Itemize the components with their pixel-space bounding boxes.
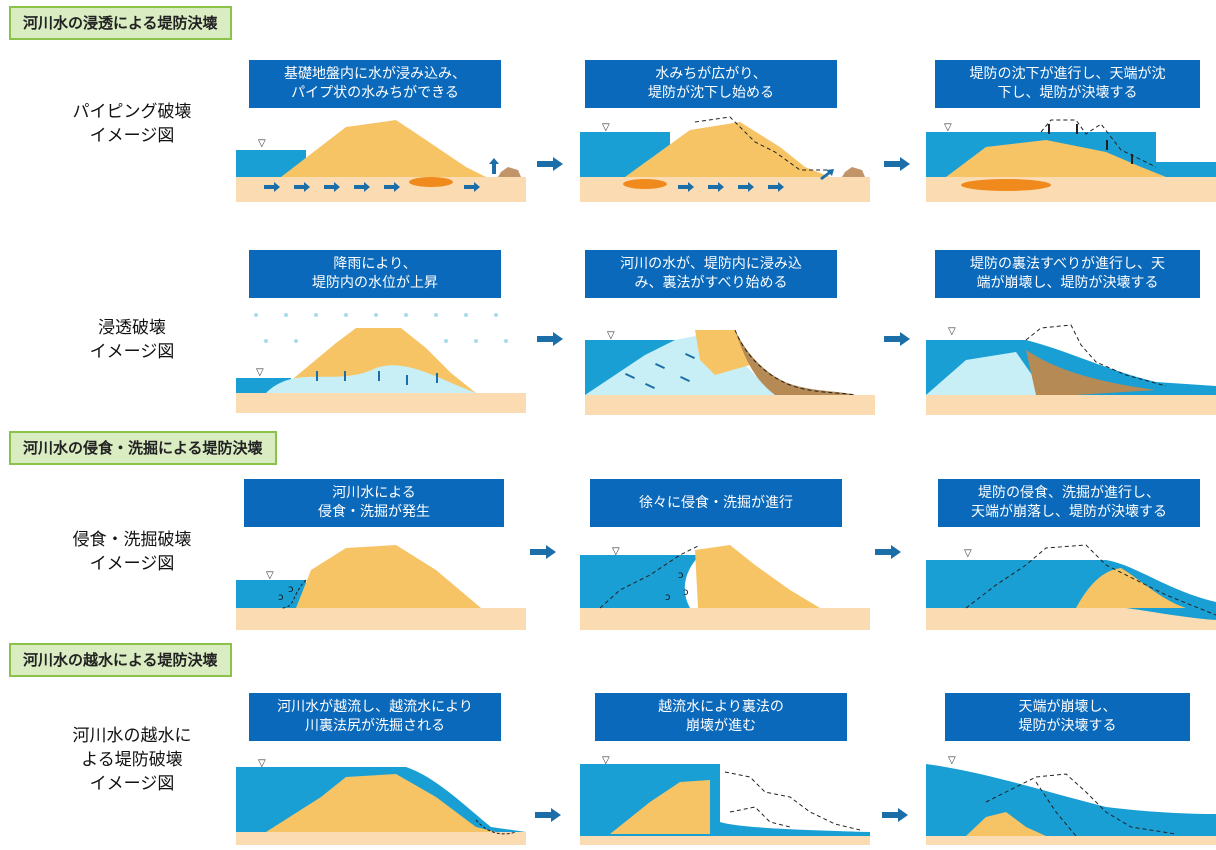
diagram-erosion-1: ↄ ↄ ▽ <box>236 545 526 630</box>
water-level-mark: ▽ <box>256 367 264 378</box>
diagram-erosion-3: ▽ <box>926 544 1216 630</box>
svg-text:ↄ: ↄ <box>683 587 689 598</box>
step-piping-2: 水みちが広がり、 堤防が沈下し始める <box>585 60 837 108</box>
water-level-mark: ▽ <box>964 548 972 559</box>
step-erosion-3: 堤防の侵食、洗掘が進行し、 天端が崩落し、堤防が決壊する <box>938 479 1200 527</box>
arrow-right-icon <box>530 545 556 559</box>
arrow-right-icon <box>537 332 563 346</box>
arrow-right-icon <box>884 157 910 171</box>
diagram-seepage-3: ▽ <box>926 324 1216 415</box>
water-level-mark: ▽ <box>607 330 615 341</box>
diagram-piping-1: ▽ <box>236 120 526 202</box>
section-label-erosion: 河川水の侵食・洗掘による堤防決壊 <box>9 431 277 465</box>
step-erosion-2: 徐々に侵食・洗掘が進行 <box>590 479 842 527</box>
diagram-seepage-2: ▽ <box>585 329 875 415</box>
diagram-seepage-1: ▽ <box>236 313 526 413</box>
step-overflow-2: 越流水により裏法の 崩壊が進む <box>595 693 847 741</box>
step-piping-3: 堤防の沈下が進行し、天端が沈 下し、堤防が決壊する <box>935 60 1200 108</box>
step-piping-1: 基礎地盤内に水が浸み込み、 パイプ状の水みちができる <box>249 60 501 108</box>
arrow-right-icon <box>882 808 908 822</box>
section-label-overflow: 河川水の越水による堤防決壊 <box>9 643 232 677</box>
diagram-piping-2: ▽ <box>580 116 870 202</box>
water-level-mark: ▽ <box>948 755 956 766</box>
row-label-piping: パイピング破壊 イメージ図 <box>72 102 192 146</box>
svg-text:ↄ: ↄ <box>678 570 684 581</box>
svg-text:ↄ: ↄ <box>278 592 284 603</box>
water-level-mark: ▽ <box>948 326 956 337</box>
section-label-seepage: 河川水の浸透による堤防決壊 <box>9 6 232 40</box>
water-level-mark: ▽ <box>266 570 274 581</box>
arrow-right-icon <box>875 545 901 559</box>
arrow-right-icon <box>537 157 563 171</box>
water-level-mark: ▽ <box>258 138 266 149</box>
step-seepage-2: 河川の水が、堤防内に浸み込 み、裏法がすべり始める <box>585 250 837 298</box>
step-seepage-3: 堤防の裏法すべりが進行し、天 端が崩壊し、堤防が決壊する <box>935 250 1200 298</box>
row-label-overflow: 河川水の越水に よる堤防破壊 イメージ図 <box>72 726 192 794</box>
step-seepage-1: 降雨により、 堤防内の水位が上昇 <box>249 250 501 298</box>
row-label-erosion: 侵食・洗掘破壊 イメージ図 <box>72 530 192 574</box>
water-level-mark: ▽ <box>602 122 610 133</box>
water-level-mark: ▽ <box>944 122 952 133</box>
arrow-right-icon <box>884 332 910 346</box>
step-overflow-1: 河川水が越流し、越流水により 川裏法尻が洗掘される <box>249 693 501 741</box>
diagram-overflow-1: ▽ <box>236 758 526 845</box>
step-erosion-1: 河川水による 侵食・洗掘が発生 <box>244 479 504 527</box>
svg-text:ↄ: ↄ <box>288 584 294 595</box>
row-label-seepage: 浸透破壊 イメージ図 <box>89 318 175 362</box>
arrow-right-icon <box>535 808 561 822</box>
water-level-mark: ▽ <box>612 546 620 557</box>
water-level-mark: ▽ <box>602 755 610 766</box>
svg-text:ↄ: ↄ <box>665 592 671 603</box>
water-level-mark: ▽ <box>258 758 266 769</box>
diagram-erosion-2: ↄ ↄ ↄ ▽ <box>580 544 870 630</box>
diagram-piping-3: ▽ <box>926 119 1216 202</box>
diagram-overflow-3: ▽ <box>926 755 1216 845</box>
diagram-overflow-2: ▽ <box>580 755 870 845</box>
step-overflow-3: 天端が崩壊し、 堤防が決壊する <box>945 693 1190 741</box>
